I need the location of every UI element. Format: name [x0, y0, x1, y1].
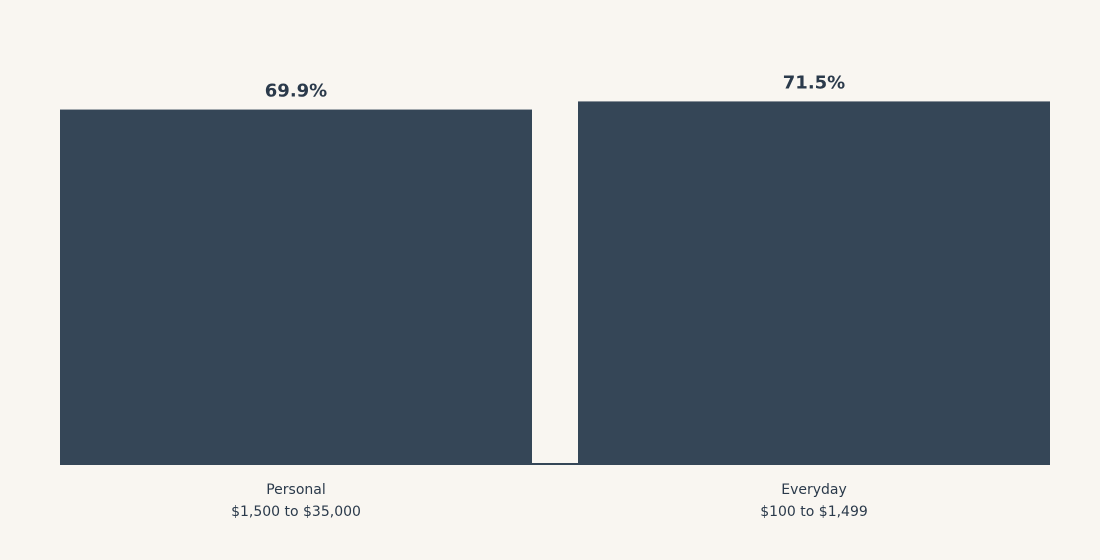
- category-label-1-line-1: $100 to $1,499: [760, 504, 868, 520]
- bars-group: [60, 101, 1050, 466]
- value-label-1: 71.5%: [783, 72, 845, 93]
- bar-0: [60, 109, 532, 465]
- bar-1: [578, 101, 1050, 466]
- value-labels-group: 69.9% 71.5%: [265, 72, 845, 101]
- category-label-0-line-1: $1,500 to $35,000: [231, 504, 361, 520]
- value-label-0: 69.9%: [265, 81, 327, 102]
- category-labels-group: Personal $1,500 to $35,000 Everyday $100 to…: [231, 482, 868, 520]
- category-label-0-line-0: Personal: [266, 482, 326, 498]
- category-label-1-line-0: Everyday: [781, 482, 847, 498]
